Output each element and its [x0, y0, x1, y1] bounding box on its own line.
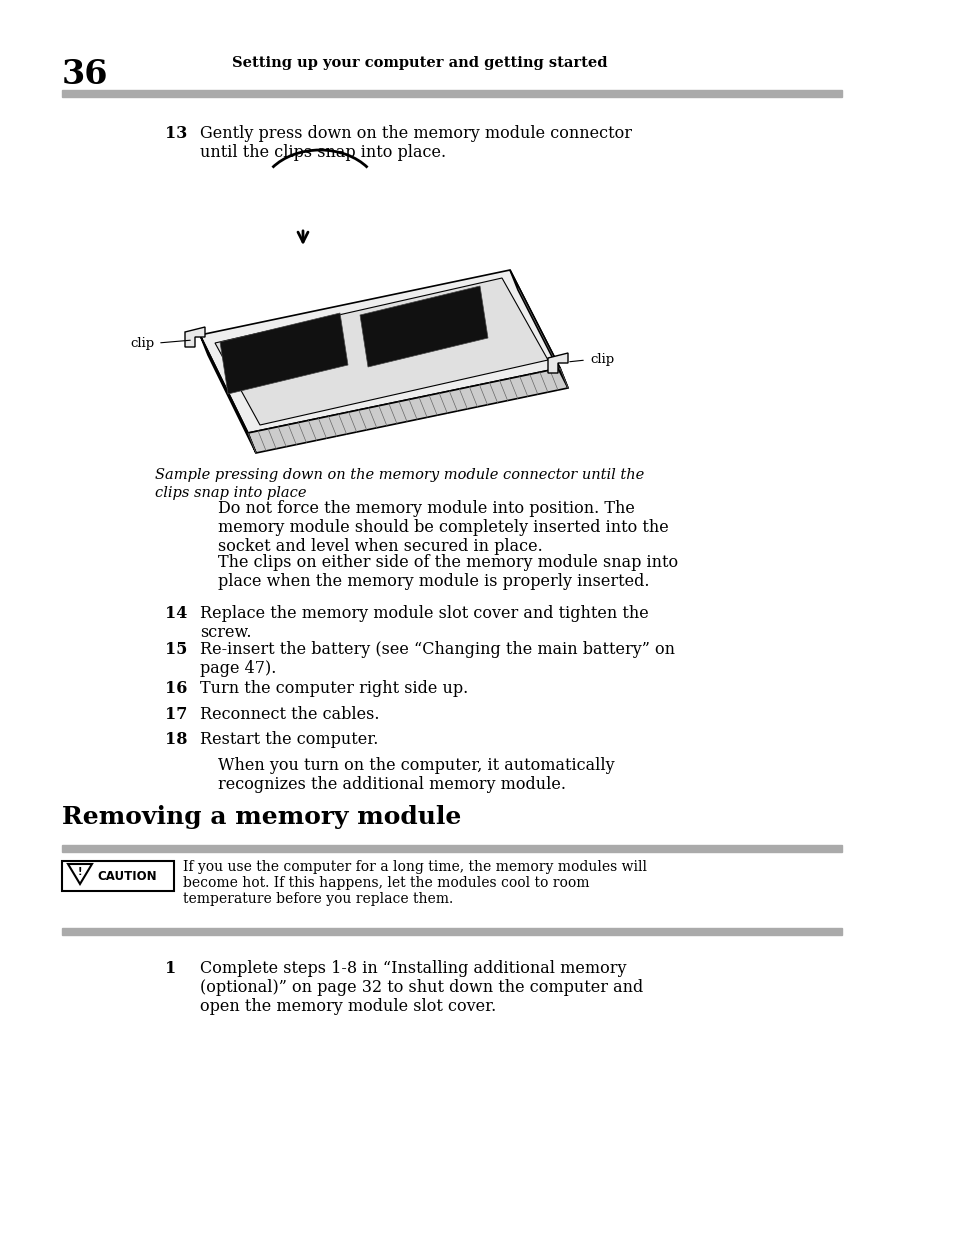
Text: become hot. If this happens, let the modules cool to room: become hot. If this happens, let the mod…: [183, 876, 589, 890]
Text: memory module should be completely inserted into the: memory module should be completely inser…: [218, 519, 668, 536]
Text: Restart the computer.: Restart the computer.: [200, 731, 378, 748]
Text: CAUTION: CAUTION: [97, 869, 156, 883]
Text: Removing a memory module: Removing a memory module: [62, 805, 461, 829]
Text: Gently press down on the memory module connector: Gently press down on the memory module c…: [200, 125, 631, 142]
Polygon shape: [359, 287, 488, 367]
Polygon shape: [200, 270, 559, 433]
Polygon shape: [68, 864, 91, 884]
Text: 16: 16: [165, 680, 187, 697]
Text: Reconnect the cables.: Reconnect the cables.: [200, 706, 379, 722]
Text: 17: 17: [165, 706, 187, 722]
Polygon shape: [248, 368, 567, 453]
Text: socket and level when secured in place.: socket and level when secured in place.: [218, 538, 542, 555]
Text: 14: 14: [165, 605, 187, 622]
Text: Complete steps 1-8 in “Installing additional memory: Complete steps 1-8 in “Installing additi…: [200, 960, 626, 977]
Text: Do not force the memory module into position. The: Do not force the memory module into posi…: [218, 500, 634, 517]
Text: 15: 15: [165, 641, 187, 658]
Text: temperature before you replace them.: temperature before you replace them.: [183, 892, 453, 906]
Text: page 47).: page 47).: [200, 659, 276, 677]
Polygon shape: [510, 270, 567, 388]
Text: 18: 18: [165, 731, 188, 748]
Bar: [62, 90, 841, 98]
Text: recognizes the additional memory module.: recognizes the additional memory module.: [218, 776, 565, 793]
Text: If you use the computer for a long time, the memory modules will: If you use the computer for a long time,…: [183, 860, 646, 874]
Text: screw.: screw.: [200, 624, 252, 641]
Polygon shape: [200, 335, 255, 453]
FancyBboxPatch shape: [62, 861, 173, 890]
Text: clips snap into place: clips snap into place: [154, 487, 306, 500]
Polygon shape: [185, 327, 205, 347]
Text: open the memory module slot cover.: open the memory module slot cover.: [200, 998, 496, 1015]
Text: Sample pressing down on the memory module connector until the: Sample pressing down on the memory modul…: [154, 468, 643, 482]
Bar: [62, 927, 841, 935]
Text: 13: 13: [165, 125, 187, 142]
Polygon shape: [214, 278, 547, 425]
Text: Re-insert the battery (see “Changing the main battery” on: Re-insert the battery (see “Changing the…: [200, 641, 675, 658]
Text: !: !: [77, 867, 82, 877]
Text: Setting up your computer and getting started: Setting up your computer and getting sta…: [232, 56, 607, 70]
Polygon shape: [547, 353, 567, 373]
Polygon shape: [220, 312, 348, 394]
Text: place when the memory module is properly inserted.: place when the memory module is properly…: [218, 573, 649, 590]
Text: Replace the memory module slot cover and tighten the: Replace the memory module slot cover and…: [200, 605, 648, 622]
Text: clip: clip: [131, 336, 154, 350]
Text: 36: 36: [62, 58, 109, 91]
Text: 1: 1: [165, 960, 176, 977]
Text: (optional)” on page 32 to shut down the computer and: (optional)” on page 32 to shut down the …: [200, 979, 642, 995]
Text: clip: clip: [589, 353, 614, 367]
Text: Turn the computer right side up.: Turn the computer right side up.: [200, 680, 468, 697]
Text: until the clips snap into place.: until the clips snap into place.: [200, 144, 446, 161]
Text: The clips on either side of the memory module snap into: The clips on either side of the memory m…: [218, 555, 678, 571]
Bar: [62, 845, 841, 852]
Text: When you turn on the computer, it automatically: When you turn on the computer, it automa…: [218, 757, 614, 774]
